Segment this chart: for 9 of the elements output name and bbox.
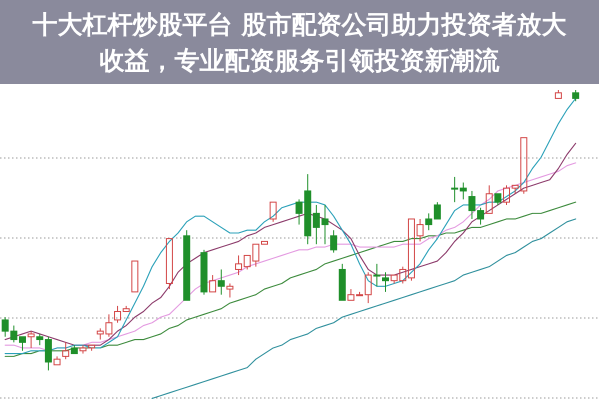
candlestick [425, 212, 432, 231]
candlestick [2, 316, 9, 338]
candlestick [28, 330, 35, 348]
candlestick [226, 282, 234, 298]
chart-title: 十大杠杆炒股平台 股市配资公司助力投资者放大收益，专业配资服务引领投资新潮流 [32, 10, 568, 75]
candlestick [460, 182, 467, 200]
candlestick [451, 176, 458, 203]
candlestick [382, 272, 390, 292]
candlestick [373, 263, 380, 287]
